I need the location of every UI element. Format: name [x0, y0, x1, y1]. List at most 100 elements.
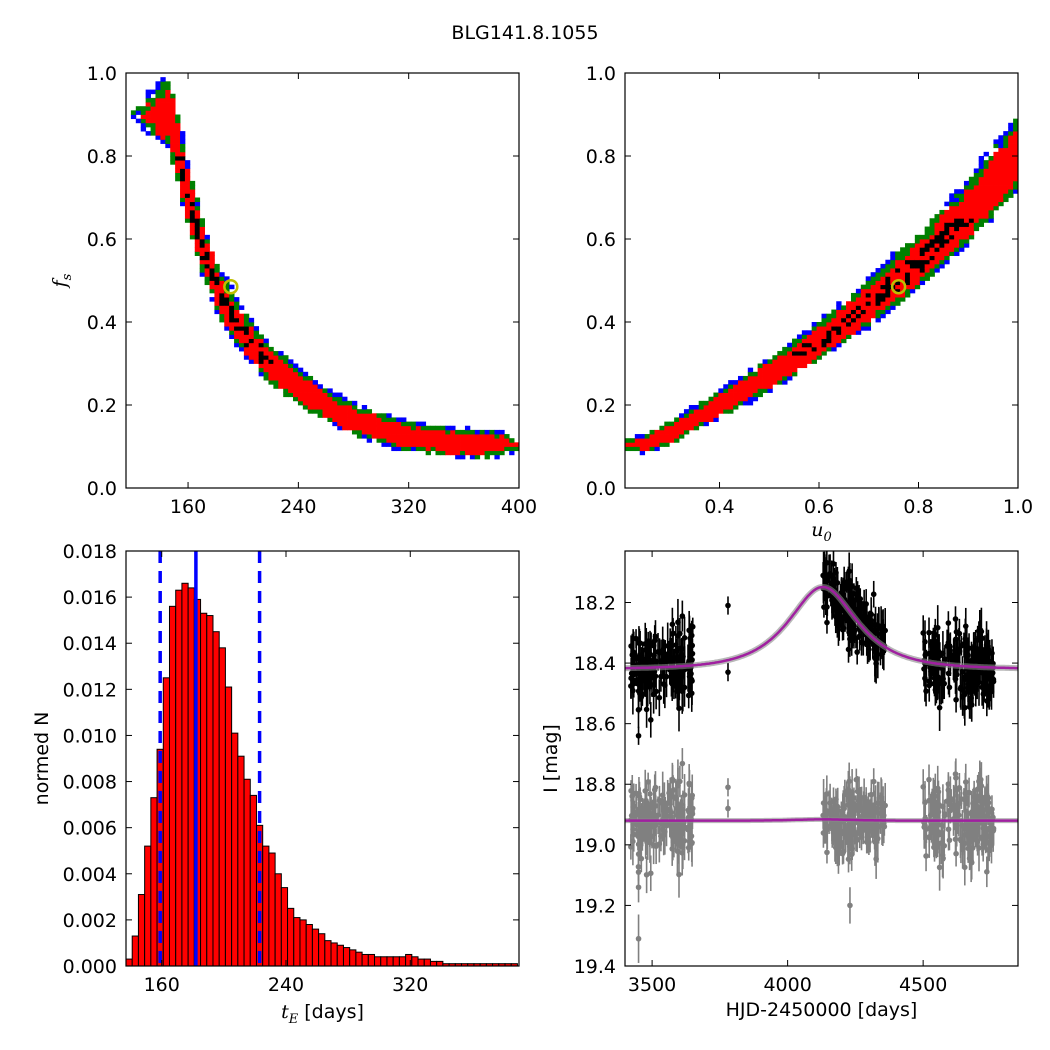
- density-cell-level1: [155, 110, 161, 115]
- data-point-black: [849, 634, 856, 640]
- density-cell-level1: [919, 239, 926, 244]
- density-cell-level2: [850, 297, 857, 302]
- density-cell-level1: [693, 413, 700, 418]
- x-tick-label: 0.4: [704, 496, 734, 518]
- histogram-bar: [137, 894, 146, 967]
- density-cell-core: [219, 297, 225, 302]
- density-cell-level1: [679, 425, 685, 431]
- density-cell-level2: [425, 425, 431, 431]
- density-cell-core: [905, 272, 911, 277]
- x-axis-label: u0: [811, 519, 832, 545]
- density-cell-level1: [983, 168, 989, 173]
- data-point-gray: [849, 845, 856, 852]
- data-point-black: [945, 620, 952, 626]
- density-cell-level1: [777, 371, 783, 377]
- density-cell-level3: [728, 380, 734, 385]
- density-cell-level1: [944, 234, 950, 240]
- density-cell-level3: [361, 434, 368, 439]
- density-cell-core: [204, 251, 210, 256]
- density-cell-level1: [376, 434, 382, 439]
- density-cell-level1: [484, 434, 490, 439]
- density-cell-level2: [993, 205, 999, 211]
- data-point-black: [856, 633, 863, 639]
- density-cell-level1: [885, 297, 891, 302]
- density-cell-level1: [968, 230, 975, 236]
- density-cell-level2: [978, 218, 985, 223]
- density-cell-level1: [703, 409, 709, 414]
- density-cell-level3: [450, 425, 456, 431]
- density-cell-level2: [757, 392, 763, 398]
- density-cell-level1: [1008, 180, 1014, 186]
- density-cell-level1: [659, 438, 665, 443]
- density-cell-level2: [669, 421, 675, 427]
- density-cell-level1: [1008, 151, 1014, 157]
- density-cell-level3: [391, 446, 397, 452]
- data-point-black: [628, 643, 634, 649]
- data-point-black: [681, 684, 688, 691]
- density-cell-level1: [762, 367, 768, 373]
- density-cell-level1: [777, 355, 783, 360]
- density-cell-level2: [356, 429, 363, 435]
- density-cell-level1: [425, 434, 431, 439]
- density-cell-level1: [307, 384, 314, 389]
- density-cell-level1: [366, 417, 373, 422]
- density-cell-level1: [905, 255, 911, 261]
- density-cell-level1: [337, 417, 343, 422]
- data-point-black: [686, 670, 693, 677]
- density-cell-level3: [234, 342, 240, 348]
- density-cell-level2: [895, 251, 901, 256]
- density-cell-level2: [968, 234, 975, 240]
- density-cell-level1: [170, 122, 176, 128]
- density-cell-level1: [184, 201, 191, 207]
- density-cell-level1: [870, 309, 876, 315]
- density-cell-level1: [998, 172, 1004, 178]
- density-cell-level1: [312, 388, 318, 393]
- density-cell-level1: [460, 446, 466, 452]
- data-point-gray: [669, 776, 676, 783]
- density-cell-level1: [767, 367, 773, 373]
- density-cell-level1: [988, 168, 994, 173]
- density-cell-level2: [209, 288, 215, 294]
- density-cell-level2: [988, 214, 994, 219]
- density-cell-level1: [944, 209, 950, 215]
- density-cell-level1: [410, 434, 417, 439]
- density-cell-level1: [219, 284, 225, 290]
- density-cell-level1: [860, 313, 867, 319]
- density-cell-level1: [293, 392, 299, 398]
- density-cell-level1: [322, 405, 328, 410]
- density-cell-level1: [973, 185, 980, 190]
- data-point-black: [635, 676, 642, 683]
- density-cell-level1: [160, 118, 166, 124]
- density-cell-level1: [816, 326, 822, 331]
- density-cell-level1: [939, 226, 945, 232]
- density-cell-level1: [160, 131, 166, 136]
- density-cell-level1: [386, 434, 392, 439]
- density-cell-level2: [929, 226, 935, 232]
- density-cell-level2: [238, 342, 245, 348]
- density-cell-level1: [816, 334, 822, 339]
- density-cell-level1: [792, 355, 798, 360]
- density-cell-core: [919, 263, 926, 269]
- density-cell-level2: [782, 375, 788, 381]
- density-cell-level1: [841, 309, 847, 315]
- density-cell-level1: [801, 338, 808, 344]
- data-point-black: [689, 678, 695, 684]
- data-point-gray: [831, 821, 838, 828]
- density-cell-level1: [737, 384, 744, 389]
- density-cell-level1: [674, 425, 680, 431]
- density-cell-core: [954, 226, 960, 232]
- y-tick-label: 0.4: [87, 312, 117, 334]
- density-cell-level3: [415, 421, 422, 427]
- data-point-black: [921, 666, 927, 672]
- density-cell-level2: [366, 409, 373, 414]
- density-cell-level1: [831, 317, 837, 323]
- data-point-black: [974, 674, 980, 681]
- density-cell-core: [905, 259, 911, 265]
- density-cell-core: [243, 342, 250, 348]
- density-cell-level1: [978, 185, 985, 190]
- density-cell-level1: [184, 189, 191, 194]
- density-cell-level1: [654, 429, 660, 435]
- density-cell-level1: [836, 322, 842, 327]
- density-cell-core: [224, 297, 230, 302]
- density-cell-level2: [410, 421, 417, 427]
